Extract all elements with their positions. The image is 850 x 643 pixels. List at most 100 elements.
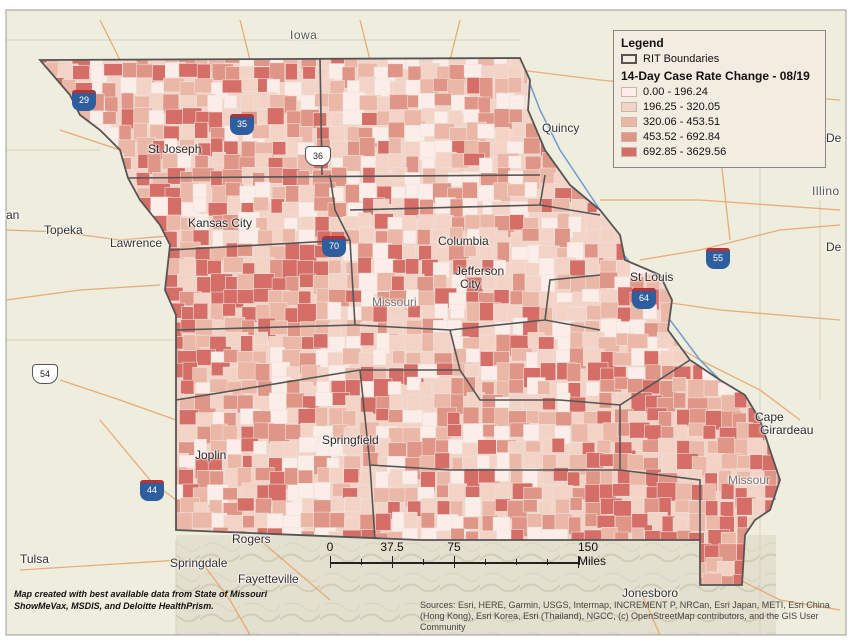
legend-class-row: 692.85 - 3629.56 (621, 146, 818, 158)
zip-cell (702, 483, 717, 502)
zip-cell (494, 468, 510, 482)
zip-cell (598, 392, 613, 409)
zip-cell (404, 172, 421, 185)
zip-cell (418, 245, 432, 261)
label-edge-left: an (6, 208, 20, 222)
zip-cell (359, 137, 376, 158)
interstate-64-shield: 64 (632, 288, 656, 309)
label-missouri-se: Missour (728, 473, 771, 487)
zip-cell (585, 229, 600, 247)
zip-cell (524, 262, 540, 277)
label-springfield: Springfield (322, 433, 379, 447)
zip-cell (359, 226, 375, 243)
ozark-terrain (176, 535, 776, 635)
zip-cell (506, 141, 524, 155)
zip-cell (567, 307, 590, 321)
zip-cell (477, 123, 495, 139)
zip-cell (554, 411, 574, 426)
zip-cell (569, 497, 583, 511)
zip-cell (178, 63, 199, 78)
zip-cell (223, 154, 242, 172)
zip-cell (329, 512, 345, 529)
label-jefferson-city: Jefferson (455, 264, 505, 278)
zip-cell (462, 516, 479, 530)
zip-cell (404, 334, 422, 352)
zip-cell (508, 155, 522, 169)
zip-cell (283, 95, 297, 114)
legend-class-label: 0.00 - 196.24 (643, 86, 708, 98)
zip-cell (465, 348, 480, 363)
zip-cell (254, 331, 268, 345)
interstate-70-shield: 70 (322, 236, 346, 257)
rit-boundary-swatch (621, 54, 637, 64)
zip-cell (342, 109, 365, 125)
zip-cell (599, 453, 614, 467)
zip-cell (557, 392, 571, 415)
zip-cell (392, 350, 405, 365)
zip-cell (360, 366, 376, 384)
zip-cell (387, 381, 402, 395)
zip-cell (448, 439, 464, 455)
zip-cell (194, 78, 214, 94)
zip-cell (509, 95, 525, 110)
zip-cell (388, 442, 407, 459)
scale-bar: 0 37.5 75 150 Miles (326, 540, 626, 576)
zip-cell (403, 511, 418, 532)
zip-cell (282, 442, 298, 457)
zip-cell (555, 349, 570, 365)
zip-cell (405, 155, 419, 174)
label-lawrence: Lawrence (110, 236, 163, 250)
zip-cell (523, 451, 544, 467)
zip-cell (104, 96, 119, 113)
zip-cell (495, 275, 516, 292)
zip-cell (511, 122, 526, 138)
legend-class-row: 453.52 - 692.84 (621, 131, 818, 143)
scale-tick (578, 556, 579, 568)
zip-cell (673, 392, 686, 409)
legend-class-row: 196.25 - 320.05 (621, 101, 818, 113)
zip-cell (269, 124, 286, 142)
zip-cell (493, 260, 507, 275)
zip-cell (433, 331, 452, 354)
legend-title: Legend (621, 36, 664, 50)
label-edge-right-2: De (826, 240, 842, 254)
zip-cell (241, 78, 259, 93)
legend-swatch (621, 147, 637, 157)
zip-cell (538, 336, 555, 351)
zip-cell (567, 471, 580, 487)
zip-cell (103, 63, 123, 76)
zip-cell (508, 378, 524, 395)
legend-swatch (621, 132, 637, 142)
zip-cell (736, 470, 751, 485)
zip-cell (357, 212, 372, 227)
zip-cell (584, 513, 598, 527)
label-st-joseph: St Joseph (148, 142, 202, 156)
zip-cell (541, 514, 556, 530)
zip-cell (166, 214, 181, 231)
zip-cell (223, 140, 239, 157)
zip-cell (422, 411, 440, 429)
zip-cell (402, 470, 418, 485)
legend-class-row: 0.00 - 196.24 (621, 86, 818, 98)
zip-cell (181, 424, 199, 442)
label-joplin: Joplin (195, 448, 227, 462)
zip-cell (463, 242, 477, 257)
zip-cell (253, 196, 269, 212)
scale-tick (423, 559, 424, 565)
label-edge-right-1: De (826, 131, 842, 145)
zip-cell (688, 422, 706, 437)
zip-cell (734, 438, 748, 457)
scale-tick (485, 559, 486, 565)
zip-cell (387, 244, 403, 261)
interstate-35-shield: 35 (230, 114, 254, 135)
zip-cell (556, 273, 571, 290)
label-jefferson-city-2: City (460, 277, 481, 291)
zip-cell (479, 334, 497, 351)
zip-cell (586, 381, 600, 397)
interstate-29-shield: 29 (72, 90, 96, 111)
zip-cell (388, 334, 406, 352)
zip-cell (253, 244, 269, 260)
scale-tick (361, 559, 362, 565)
zip-cell (508, 362, 525, 382)
